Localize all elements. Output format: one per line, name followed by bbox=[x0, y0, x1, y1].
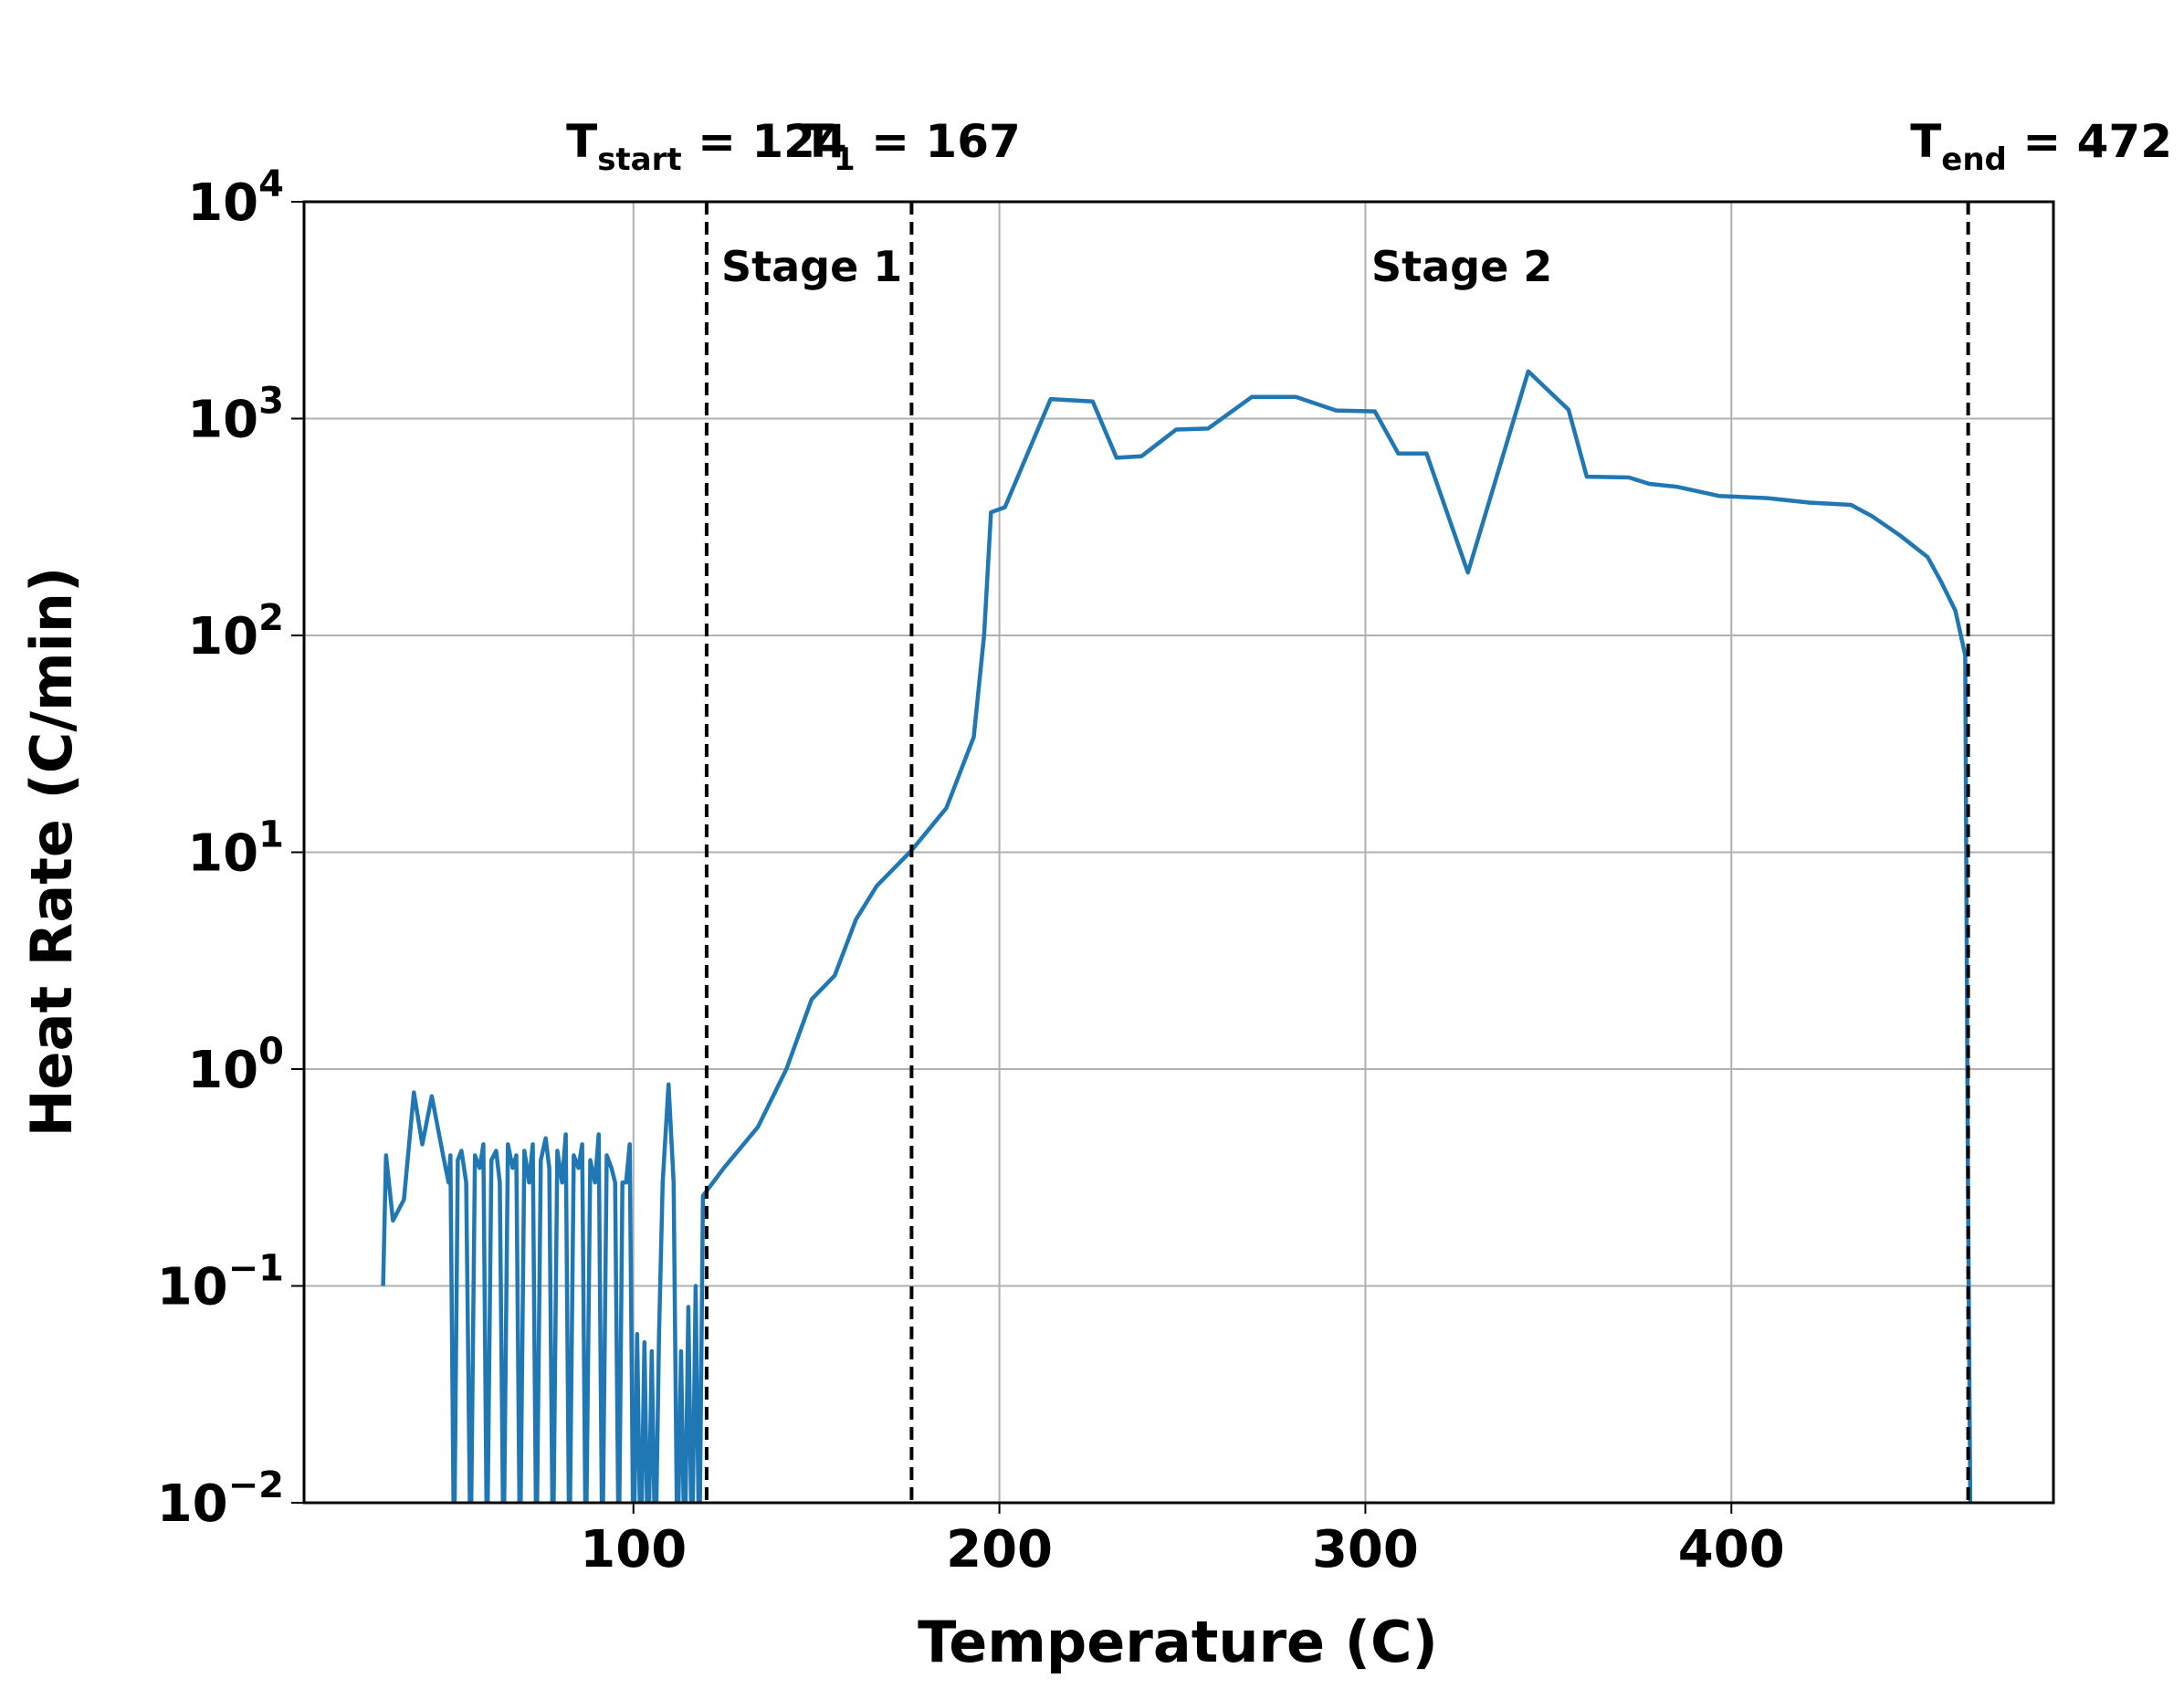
y-tick-base: 10 bbox=[187, 173, 258, 233]
marker-label-base: T bbox=[1910, 115, 1941, 168]
x-axis-label: Temperature (C) bbox=[918, 1609, 1438, 1675]
marker-label-rest: = 124 bbox=[682, 115, 847, 168]
marker-label: Tend = 472 bbox=[1910, 115, 2172, 178]
marker-label-sub: end bbox=[1941, 142, 2007, 178]
y-tick-base: 10 bbox=[157, 1474, 228, 1534]
y-tick-base: 10 bbox=[187, 1041, 258, 1100]
y-tick-base: 10 bbox=[187, 391, 258, 450]
data-line bbox=[381, 369, 1973, 1503]
y-tick-label: 10−1 bbox=[157, 1248, 284, 1317]
y-tick-label: 10−2 bbox=[157, 1464, 284, 1534]
marker-label: Tstart = 124 bbox=[566, 115, 847, 178]
plot-frame bbox=[302, 200, 2055, 1505]
y-tick-exponent: 3 bbox=[258, 381, 284, 423]
stage-label: Stage 1 bbox=[721, 242, 902, 291]
stage-label: Stage 2 bbox=[1371, 242, 1552, 291]
y-tick-exponent: −1 bbox=[228, 1248, 284, 1290]
x-tick-label: 100 bbox=[580, 1520, 687, 1579]
y-tick-base: 10 bbox=[157, 1258, 228, 1317]
y-tick-base: 10 bbox=[187, 824, 258, 884]
y-tick-label: 101 bbox=[187, 814, 284, 884]
marker-label-rest: = 472 bbox=[2007, 115, 2172, 168]
marker-label-sub: start bbox=[597, 142, 681, 178]
y-tick-exponent: 2 bbox=[258, 597, 284, 639]
y-tick-exponent: 1 bbox=[258, 814, 284, 856]
x-tick-label: 300 bbox=[1312, 1520, 1419, 1579]
y-tick-label: 103 bbox=[187, 381, 284, 450]
marker-label-sub: 1 bbox=[834, 142, 856, 178]
y-tick-exponent: 4 bbox=[258, 163, 284, 205]
x-tick-label: 200 bbox=[946, 1520, 1053, 1579]
y-tick-label: 100 bbox=[187, 1031, 284, 1100]
marker-label-base: T bbox=[803, 115, 834, 168]
y-tick-label: 102 bbox=[187, 597, 284, 666]
x-tick-label: 400 bbox=[1678, 1520, 1785, 1579]
y-tick-label: 104 bbox=[187, 163, 284, 233]
marker-label: T1 = 167 bbox=[803, 115, 1021, 178]
y-tick-base: 10 bbox=[187, 607, 258, 666]
marker-label-base: T bbox=[566, 115, 597, 168]
y-tick-exponent: −2 bbox=[228, 1464, 284, 1506]
marker-label-rest: = 167 bbox=[856, 115, 1021, 168]
y-tick-exponent: 0 bbox=[258, 1031, 284, 1073]
y-axis-label: Heat Rate (C/min) bbox=[18, 567, 85, 1138]
